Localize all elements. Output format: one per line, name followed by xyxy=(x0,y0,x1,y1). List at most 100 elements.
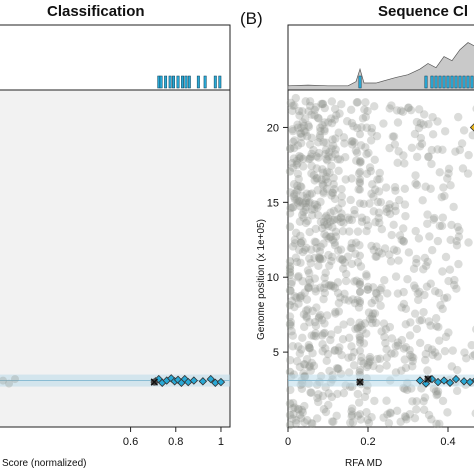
background-point xyxy=(319,405,329,414)
background-point xyxy=(327,191,336,200)
background-point xyxy=(375,354,385,363)
background-point xyxy=(294,174,303,184)
background-point xyxy=(351,146,361,155)
background-point xyxy=(412,117,422,127)
background-point xyxy=(399,236,408,246)
background-point xyxy=(399,237,408,246)
background-point xyxy=(463,169,473,178)
background-point xyxy=(293,141,303,150)
background-point xyxy=(355,368,364,377)
background-point xyxy=(371,318,381,328)
background-point xyxy=(310,317,320,327)
background-point xyxy=(371,185,380,194)
background-point xyxy=(357,321,366,330)
background-point xyxy=(298,107,307,116)
background-point xyxy=(314,138,323,147)
background-point xyxy=(290,235,300,244)
background-point xyxy=(299,207,308,217)
background-point xyxy=(392,246,402,256)
background-point xyxy=(332,363,342,373)
background-point xyxy=(340,258,349,267)
background-point xyxy=(363,415,372,425)
background-point xyxy=(352,276,361,285)
background-point xyxy=(424,410,434,420)
background-point xyxy=(311,329,320,338)
background-point xyxy=(392,406,402,415)
background-point xyxy=(411,284,420,293)
background-point xyxy=(433,117,442,126)
background-point xyxy=(285,264,295,274)
background-point xyxy=(393,338,403,347)
background-point xyxy=(423,366,432,375)
background-point xyxy=(358,114,368,123)
background-point xyxy=(299,213,308,222)
data-point xyxy=(198,377,208,386)
background-point xyxy=(290,101,299,110)
background-point xyxy=(337,198,347,208)
background-point xyxy=(301,97,310,106)
background-point xyxy=(401,363,411,373)
background-point xyxy=(289,137,298,147)
faint-point xyxy=(0,376,7,385)
background-point xyxy=(362,270,371,279)
background-point xyxy=(356,288,364,297)
rug-tick xyxy=(454,75,458,89)
background-point xyxy=(302,355,312,364)
background-point xyxy=(330,345,340,355)
background-point xyxy=(356,141,366,150)
rug-tick xyxy=(430,75,434,89)
background-point xyxy=(334,346,343,355)
background-point xyxy=(301,218,311,228)
background-point xyxy=(321,279,330,289)
background-point xyxy=(321,149,330,159)
background-point xyxy=(334,298,344,308)
background-point xyxy=(362,226,371,236)
background-point xyxy=(327,188,337,197)
background-point xyxy=(297,384,307,394)
background-point xyxy=(304,283,313,293)
background-point xyxy=(288,404,298,413)
background-point xyxy=(288,203,297,212)
background-point xyxy=(351,249,360,259)
background-point xyxy=(454,259,463,269)
background-point xyxy=(362,362,372,372)
background-point xyxy=(406,350,415,360)
background-point xyxy=(308,348,317,358)
background-point xyxy=(382,353,392,362)
background-point xyxy=(389,220,398,230)
panel-a: Classification 0.6 0.8 1 Score (normalized… xyxy=(0,3,231,469)
background-point xyxy=(412,180,422,190)
background-point xyxy=(423,257,432,267)
rug-tick xyxy=(187,75,191,89)
background-point xyxy=(300,126,309,136)
background-point xyxy=(470,350,474,359)
background-point xyxy=(360,105,369,114)
background-point xyxy=(320,319,329,328)
background-point xyxy=(385,200,394,209)
background-point xyxy=(324,234,333,243)
background-point xyxy=(292,416,301,425)
background-point xyxy=(408,356,417,366)
background-point xyxy=(312,200,322,210)
background-point xyxy=(320,328,329,338)
background-point xyxy=(428,130,438,139)
background-point xyxy=(433,389,442,399)
background-point xyxy=(428,246,437,255)
background-point xyxy=(356,298,364,307)
background-point xyxy=(327,97,337,106)
background-point xyxy=(321,213,330,222)
background-point xyxy=(314,153,323,162)
background-point xyxy=(336,293,345,302)
background-point xyxy=(322,231,331,241)
background-point xyxy=(321,175,330,184)
background-point xyxy=(312,174,321,183)
background-point xyxy=(295,217,305,226)
background-point xyxy=(436,301,445,310)
background-point xyxy=(323,214,333,223)
background-point xyxy=(324,222,333,231)
rug-tick xyxy=(458,75,462,89)
background-point xyxy=(304,154,313,164)
background-point xyxy=(452,236,461,246)
background-point xyxy=(292,160,301,170)
background-point xyxy=(292,357,302,366)
